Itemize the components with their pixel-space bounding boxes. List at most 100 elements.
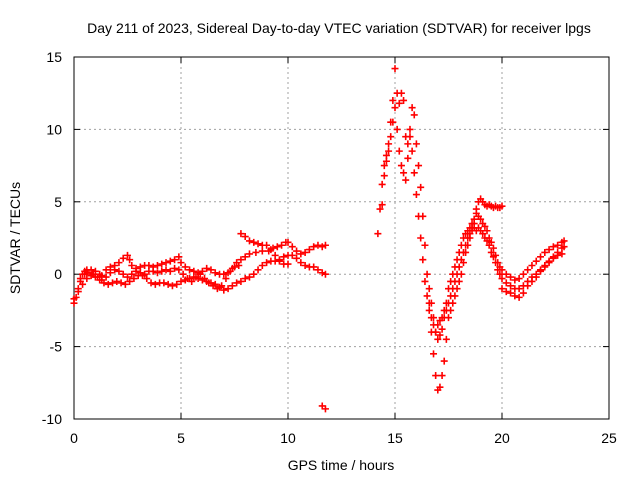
data-point — [393, 125, 401, 133]
data-point — [374, 230, 382, 238]
data-point — [250, 238, 258, 246]
data-point — [166, 257, 174, 265]
data-point — [402, 176, 410, 184]
data-point — [457, 256, 465, 264]
data-point — [387, 133, 395, 141]
data-point — [186, 266, 194, 274]
data-point — [477, 215, 485, 223]
data-point — [228, 282, 236, 290]
data-point — [395, 99, 403, 107]
data-point — [175, 266, 183, 274]
data-point — [278, 241, 286, 249]
data-point — [76, 275, 84, 283]
data-point — [119, 270, 127, 278]
data-point — [502, 279, 510, 287]
data-point — [532, 273, 540, 281]
data-point — [203, 264, 211, 272]
data-point — [143, 275, 151, 283]
y-axis-label: SDTVAR / TECUs — [7, 182, 23, 294]
x-tick-label: 5 — [177, 430, 185, 446]
data-point — [507, 282, 515, 290]
y-axis: -10 -5 0 5 10 15 — [42, 49, 609, 427]
data-point — [438, 372, 446, 380]
data-point — [275, 257, 283, 265]
data-point — [498, 266, 506, 274]
data-point — [395, 147, 403, 155]
data-point — [541, 263, 549, 271]
data-point — [408, 104, 416, 112]
data-point — [147, 279, 155, 287]
data-point — [293, 247, 301, 255]
data-point — [455, 263, 463, 271]
data-point — [224, 285, 232, 293]
data-point — [442, 306, 450, 314]
data-point — [305, 246, 313, 254]
data-point — [451, 277, 459, 285]
data-point — [175, 253, 183, 261]
data-point — [519, 270, 527, 278]
data-point — [211, 269, 219, 277]
data-point — [314, 241, 322, 249]
data-point — [453, 270, 461, 278]
data-point — [425, 285, 433, 293]
data-point — [104, 280, 112, 288]
data-point — [380, 172, 388, 180]
data-point — [168, 282, 176, 290]
data-point — [74, 288, 82, 296]
data-point — [515, 285, 523, 293]
data-point — [459, 248, 467, 256]
data-point — [515, 293, 523, 301]
data-point — [113, 277, 121, 285]
data-point — [410, 169, 418, 177]
data-point — [462, 241, 470, 249]
data-point — [301, 248, 309, 256]
data-point — [537, 267, 545, 275]
plot-frame — [73, 56, 610, 420]
data-point — [245, 237, 253, 245]
data-point — [70, 295, 78, 303]
data-point — [297, 259, 305, 267]
data-point — [124, 251, 131, 259]
data-point — [502, 270, 510, 278]
data-point — [245, 273, 253, 281]
data-point — [119, 254, 127, 262]
data-point — [389, 96, 397, 104]
data-point — [498, 285, 506, 293]
grid-horizontal — [74, 128, 609, 348]
chart-title: Day 211 of 2023, Sidereal Day-to-day VTE… — [87, 20, 591, 36]
data-point — [237, 256, 245, 264]
data-point — [241, 275, 249, 283]
data-point — [293, 254, 301, 262]
data-point — [487, 238, 495, 246]
data-point — [541, 248, 549, 256]
data-point — [181, 263, 189, 271]
y-tick-label: -10 — [42, 411, 62, 427]
data-point — [128, 270, 136, 278]
data-point — [173, 280, 181, 288]
data-point — [297, 250, 305, 258]
data-point — [209, 282, 217, 290]
data-point — [201, 275, 209, 283]
data-point — [376, 205, 384, 213]
data-point — [464, 234, 472, 242]
data-point — [549, 253, 557, 261]
data-point — [417, 183, 425, 191]
data-point — [507, 289, 515, 297]
data-point — [130, 275, 138, 283]
data-point — [485, 234, 493, 242]
data-point — [102, 273, 110, 281]
data-point — [427, 299, 435, 307]
data-point — [192, 273, 200, 281]
y-tick-label: 5 — [54, 194, 62, 210]
data-point — [498, 202, 506, 210]
data-point — [171, 256, 179, 264]
x-tick-label: 20 — [494, 430, 510, 446]
data-point — [124, 273, 131, 281]
data-point — [273, 243, 281, 251]
data-point — [231, 263, 238, 271]
data-point — [233, 279, 241, 287]
data-point — [258, 262, 266, 270]
data-point — [314, 266, 322, 274]
data-point — [121, 280, 129, 288]
